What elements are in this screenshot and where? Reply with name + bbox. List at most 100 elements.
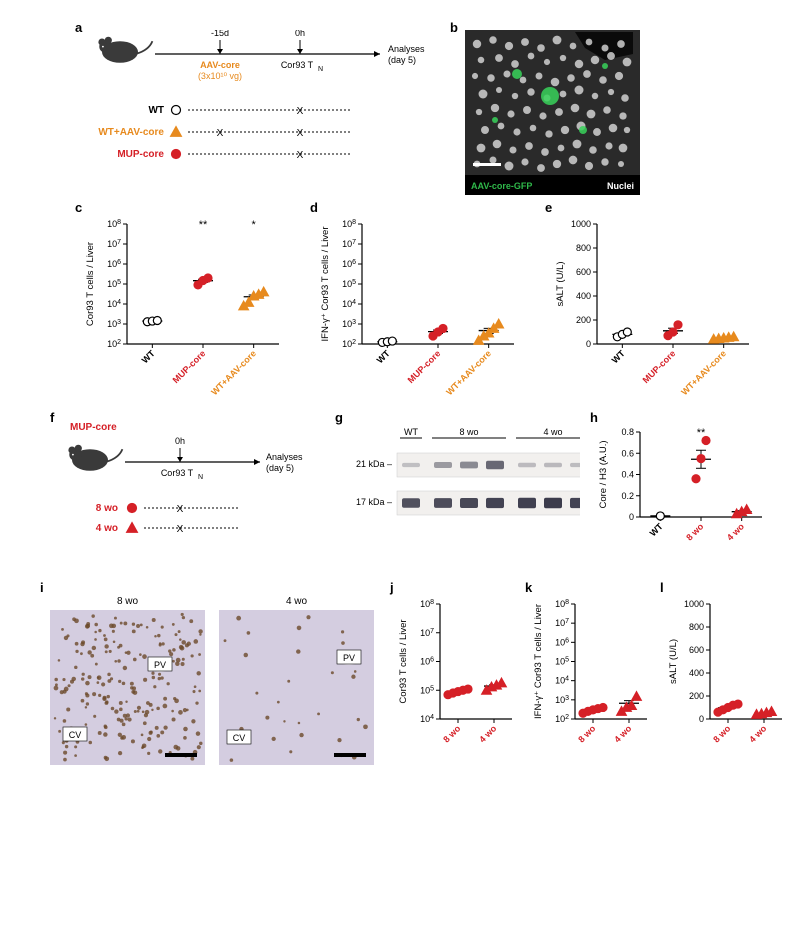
panel-h-chart: 00.20.40.60.8Core / H3 (A.U.)WT8 wo**4 w…	[598, 420, 768, 575]
svg-text:400: 400	[689, 668, 704, 678]
svg-text:MUP-core: MUP-core	[70, 422, 117, 433]
panel-b-micrograph: AAV-core-GFPNuclei	[465, 30, 640, 195]
svg-text:200: 200	[576, 315, 591, 325]
svg-text:Cor93 T: Cor93 T	[281, 60, 314, 70]
panel-g-blot: WT8 wo4 wo21 kDa –core17 kDa –H3	[345, 425, 580, 535]
svg-text:(day 5): (day 5)	[266, 463, 294, 473]
svg-text:(day 5): (day 5)	[388, 55, 416, 65]
svg-text:X: X	[177, 524, 184, 535]
panel-d-chart: 102103104105106107108IFN-γ⁺ Cor93 T cell…	[320, 212, 520, 402]
svg-text:0.8: 0.8	[621, 427, 634, 437]
svg-text:X: X	[297, 128, 304, 139]
svg-text:Nuclei: Nuclei	[607, 181, 634, 191]
label-h: h	[590, 410, 598, 425]
svg-text:MUP-core: MUP-core	[171, 348, 208, 385]
svg-text:107: 107	[555, 618, 569, 629]
svg-text:105: 105	[555, 656, 569, 667]
svg-text:103: 103	[107, 319, 121, 330]
svg-text:105: 105	[420, 685, 434, 696]
svg-text:IFN-γ⁺ Cor93 T cells / Liver: IFN-γ⁺ Cor93 T cells / Liver	[320, 227, 331, 342]
svg-text:X: X	[297, 106, 304, 117]
svg-text:105: 105	[107, 279, 121, 290]
svg-text:X: X	[217, 128, 224, 139]
svg-text:4 wo: 4 wo	[612, 723, 634, 745]
label-b: b	[450, 20, 458, 35]
svg-text:104: 104	[420, 714, 434, 725]
svg-text:104: 104	[107, 299, 121, 310]
svg-text:WT: WT	[148, 105, 164, 116]
svg-text:CV: CV	[69, 730, 82, 740]
label-j: j	[390, 580, 394, 595]
svg-text:X: X	[177, 504, 184, 515]
svg-text:106: 106	[420, 656, 434, 667]
svg-text:**: **	[697, 427, 706, 439]
svg-text:4 wo: 4 wo	[747, 723, 769, 745]
svg-text:105: 105	[342, 279, 356, 290]
svg-text:N: N	[318, 66, 323, 73]
svg-text:8 wo: 8 wo	[684, 521, 706, 543]
svg-text:WT: WT	[140, 348, 157, 365]
svg-text:Cor93 T cells / Liver: Cor93 T cells / Liver	[85, 242, 96, 326]
svg-text:0.2: 0.2	[621, 491, 634, 501]
svg-text:AAV-core: AAV-core	[200, 60, 240, 70]
svg-text:0: 0	[629, 512, 634, 522]
svg-text:Cor93 T cells / Liver: Cor93 T cells / Liver	[398, 619, 409, 703]
svg-text:N: N	[198, 474, 203, 481]
svg-text:PV: PV	[343, 653, 355, 663]
label-e: e	[545, 200, 552, 215]
svg-text:104: 104	[342, 299, 356, 310]
svg-text:108: 108	[107, 219, 121, 230]
svg-text:8 wo: 8 wo	[441, 723, 463, 745]
svg-text:*: *	[252, 219, 257, 231]
svg-text:Analyses: Analyses	[388, 44, 425, 54]
svg-text:600: 600	[689, 645, 704, 655]
svg-text:0: 0	[699, 714, 704, 724]
svg-text:8 wo: 8 wo	[96, 503, 118, 514]
svg-text:-15d: -15d	[211, 30, 229, 38]
svg-text:800: 800	[689, 622, 704, 632]
panel-k-chart: 102103104105106107108IFN-γ⁺ Cor93 T cell…	[533, 592, 653, 777]
svg-text:600: 600	[576, 267, 591, 277]
svg-text:104: 104	[555, 675, 569, 686]
svg-text:17 kDa –: 17 kDa –	[356, 497, 392, 507]
panel-l-chart: 02004006008001000sALT (U/L)8 wo4 wo	[668, 592, 788, 777]
svg-text:4 wo: 4 wo	[543, 427, 562, 437]
svg-text:103: 103	[555, 694, 569, 705]
svg-text:0h: 0h	[175, 436, 185, 446]
svg-text:8 wo: 8 wo	[576, 723, 598, 745]
svg-text:102: 102	[107, 339, 121, 350]
svg-text:103: 103	[342, 319, 356, 330]
svg-text:Analyses: Analyses	[266, 452, 303, 462]
svg-text:4 wo: 4 wo	[725, 521, 747, 543]
svg-text:WT+AAV-core: WT+AAV-core	[98, 127, 164, 138]
svg-text:8 wo: 8 wo	[711, 723, 733, 745]
svg-text:21 kDa –: 21 kDa –	[356, 459, 392, 469]
svg-text:sALT (U/L): sALT (U/L)	[668, 639, 679, 684]
svg-text:0.6: 0.6	[621, 448, 634, 458]
svg-text:400: 400	[576, 291, 591, 301]
svg-text:108: 108	[342, 219, 356, 230]
svg-text:sALT (U/L): sALT (U/L)	[555, 261, 566, 306]
panel-a-schematic: -15d0hAnalyses(day 5)AAV-core(3x10¹⁰ vg)…	[90, 30, 440, 195]
panel-e-chart: 02004006008001000sALT (U/L)WTMUP-coreWT+…	[555, 212, 755, 402]
svg-text:**: **	[199, 219, 208, 231]
svg-text:PV: PV	[154, 660, 166, 670]
svg-text:107: 107	[420, 627, 434, 638]
svg-text:(3x10¹⁰ vg): (3x10¹⁰ vg)	[198, 71, 242, 81]
svg-text:MUP-core: MUP-core	[406, 348, 443, 385]
svg-text:0: 0	[586, 339, 591, 349]
svg-text:MUP-core: MUP-core	[117, 149, 164, 160]
svg-text:106: 106	[555, 637, 569, 648]
svg-text:8 wo: 8 wo	[117, 596, 139, 607]
label-k: k	[525, 580, 532, 595]
svg-text:8 wo: 8 wo	[459, 427, 478, 437]
svg-text:108: 108	[555, 599, 569, 610]
svg-text:108: 108	[420, 599, 434, 610]
figure-container: a -15d0hAnalyses(day 5)AAV-core(3x10¹⁰ v…	[20, 20, 780, 810]
svg-text:WT: WT	[375, 348, 392, 365]
svg-text:106: 106	[342, 259, 356, 270]
svg-text:107: 107	[342, 239, 356, 250]
panel-j-chart: 104 105 106 107 108 Cor93 T cells / Liver 8 wo…	[398, 592, 518, 777]
svg-text:WT: WT	[404, 427, 418, 437]
svg-text:4 wo: 4 wo	[477, 723, 499, 745]
